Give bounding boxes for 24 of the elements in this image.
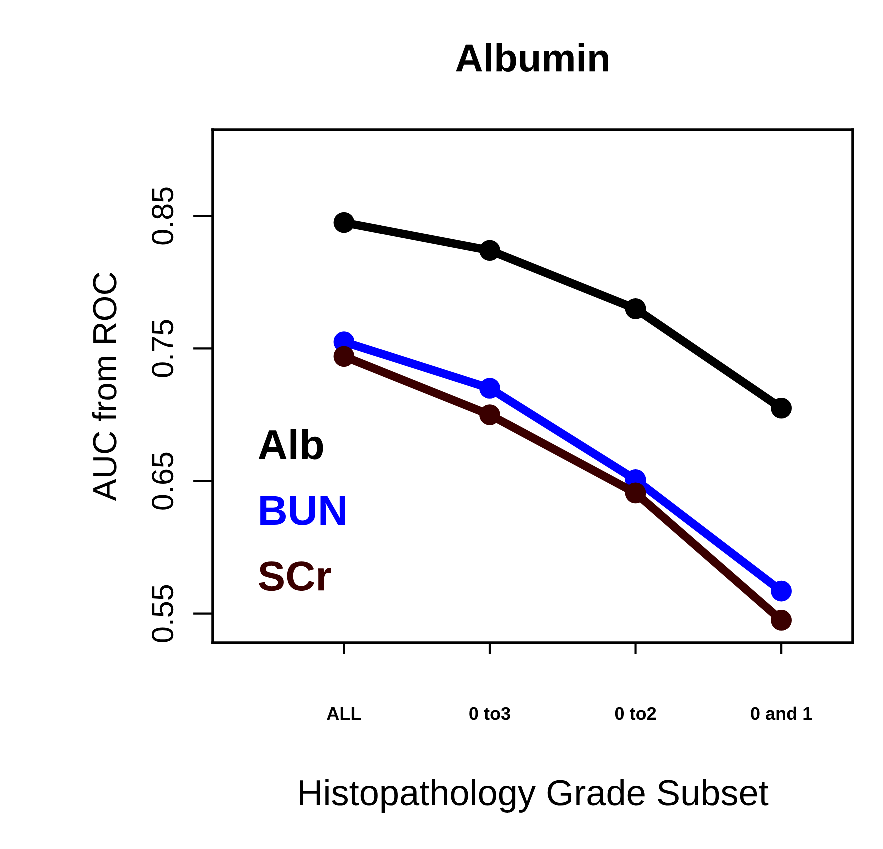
point [771, 398, 792, 419]
y-tick-label: 0.55 [152, 585, 174, 642]
text: BUN [260, 496, 346, 526]
point [625, 482, 646, 504]
x-tick-label: 0 to2 [615, 707, 656, 720]
point [480, 378, 500, 399]
point [480, 240, 500, 262]
y-tick-label: 0.75 [152, 320, 174, 378]
y-axis-title: AUC from ROC [92, 272, 117, 502]
x-axis-title: Histopathology Grade Subset [300, 779, 769, 813]
point [334, 212, 355, 234]
y-tick-label: 0.65 [152, 452, 174, 510]
point [334, 346, 355, 368]
text: Alb [258, 429, 324, 460]
point [771, 610, 792, 631]
chart-title: Albumin [456, 43, 608, 72]
point [625, 298, 646, 320]
y-tick-label: 0.85 [152, 188, 174, 245]
text: SCr [259, 562, 332, 592]
point [480, 404, 500, 426]
x-tick-label: ALL [327, 708, 362, 720]
point [771, 580, 792, 602]
x-tick-label: 0 and 1 [751, 706, 812, 720]
x-tick-label: 0 to3 [470, 707, 510, 720]
